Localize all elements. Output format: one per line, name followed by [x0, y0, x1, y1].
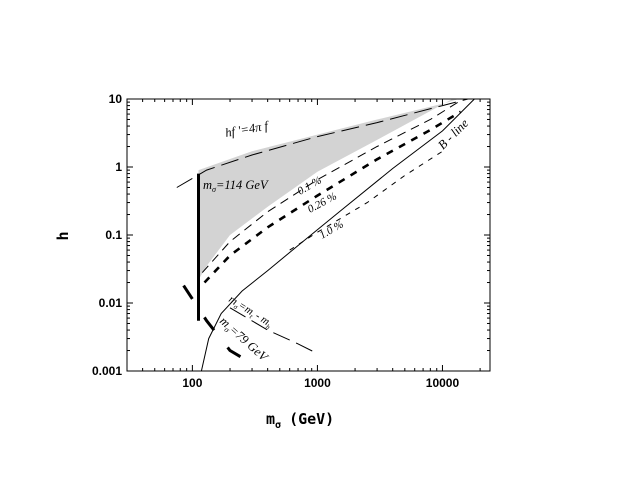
curve-6	[182, 284, 246, 361]
annotation-m114-val: =114 GeV	[216, 178, 269, 192]
annotation-b-line: B - line	[435, 116, 471, 152]
curve-3	[203, 110, 462, 284]
x-tick-label: 1000	[304, 376, 331, 390]
y-tick-label: 1	[115, 160, 122, 174]
y-axis-label: h	[54, 231, 72, 240]
curve-4	[289, 150, 443, 251]
y-tick-label: 0.1	[105, 228, 122, 242]
curve-0	[200, 98, 475, 372]
annotation-m114: mσ=114 GeV	[203, 178, 269, 194]
curve-5	[229, 307, 318, 355]
x-axis-label-sub: σ	[275, 420, 281, 431]
y-tick-label: 0.001	[92, 364, 122, 378]
curve-2	[201, 100, 461, 273]
annotation-mt-sub2: t	[248, 313, 255, 321]
axis-ticks: 100 1000 10000 10 1 0.1 0.01 0.001	[92, 92, 490, 390]
annotation-hf: hf '=4π f	[224, 118, 270, 140]
annotation-1.0pct: 1.0 %	[318, 218, 346, 241]
y-tick-label: 10	[109, 92, 123, 106]
y-tick-label: 0.01	[99, 296, 123, 310]
annotation-m114-m: m	[203, 178, 212, 192]
annotation-mt-sub3: h	[264, 323, 272, 332]
x-axis-label-main: m	[266, 410, 275, 428]
chart-curves	[176, 98, 475, 372]
annotation-m79-sub: σ	[222, 325, 232, 335]
annotation-0.26pct: 0.26 %	[306, 190, 339, 215]
curve-1	[176, 98, 469, 188]
x-axis-label: mσ (GeV)	[266, 410, 334, 431]
x-tick-label: 100	[182, 376, 202, 390]
shaded-region	[198, 99, 459, 280]
x-tick-label: 10000	[426, 376, 460, 390]
annotation-m114-sub: σ	[212, 185, 217, 194]
x-axis-label-unit: (GeV)	[289, 410, 334, 428]
annotation-mt-sub1: σ	[232, 303, 240, 312]
